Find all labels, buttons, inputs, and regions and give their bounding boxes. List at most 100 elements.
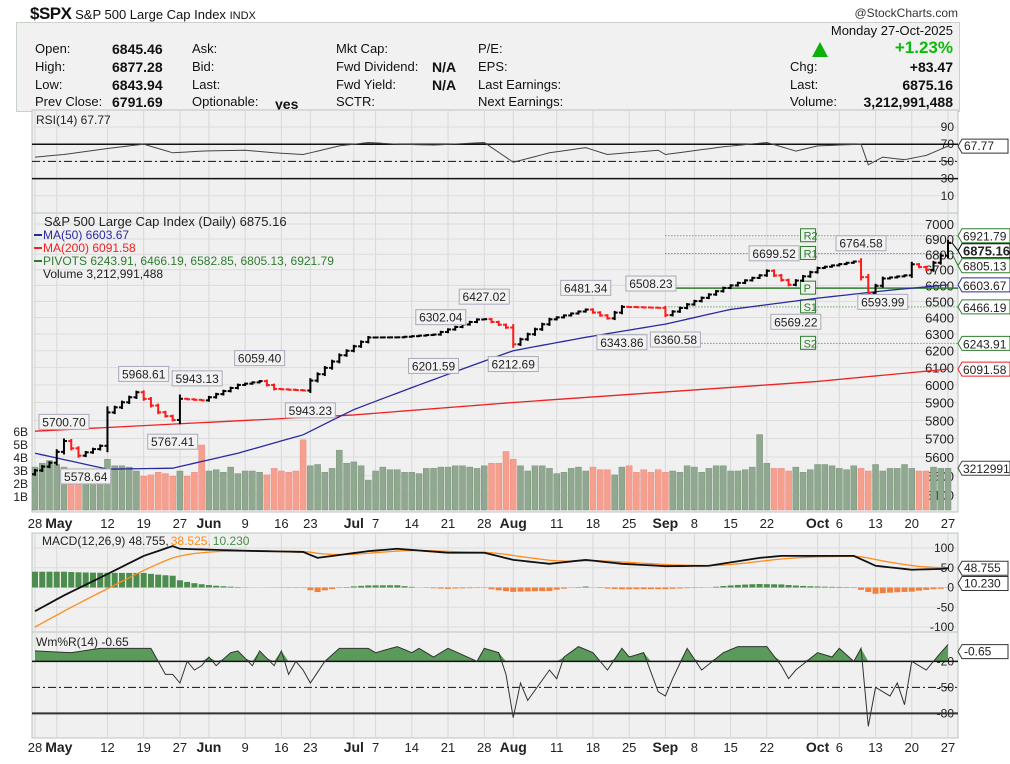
field-value: N/A [432,77,457,93]
volume-bar [915,470,923,511]
ohlc-bar [705,293,712,300]
ohlc-bar [618,305,625,315]
ohlc-bar [300,389,307,392]
field-label: Bid: [192,59,215,74]
date-label: 23 [303,516,317,531]
volume-bar [31,466,39,511]
price-axis-label: 6100 [925,361,954,376]
macd-histogram-bar [358,585,365,588]
price-axis-label: 6400 [925,311,954,326]
pivot-tag [800,280,817,295]
ma200-line [34,368,949,432]
date-label: May [45,515,72,531]
macd-histogram-bar [908,587,915,592]
price-annotation: 5943.23 [289,404,333,418]
macd-histogram-bar [887,587,894,593]
macd-signal-line [34,549,949,628]
volume-bar [662,472,669,511]
ohlc-bar [126,395,133,404]
pivot-label: P [804,283,811,295]
macd-histogram-bar [524,587,531,592]
volume-bar [488,462,495,511]
ohlc-bar [756,274,763,280]
ohlc-bar [46,461,53,469]
macd-histogram-bar [713,586,720,588]
macd-histogram-bar [82,572,89,588]
date-label: Sep [653,739,679,755]
volume-bar [531,465,539,511]
price-annotation: 6593.99 [861,295,905,309]
volume-axis-label: 3B [13,464,28,478]
value-tag [957,243,1010,259]
macd-histogram-bar [46,571,53,588]
price-annotation: 6343.86 [600,336,644,350]
price-annotation: 5943.13 [175,372,219,386]
ohlc-bar [314,372,321,383]
price-axis-label: 5900 [925,395,954,410]
price-annotation: 5578.64 [64,470,108,484]
volume-bar [314,464,321,511]
index-name: S&P 500 Large Cap Index [75,7,226,22]
macd-histogram-bar [430,587,437,589]
ohlc-bar [821,265,828,270]
price-annotation: 6764.58 [839,237,883,251]
volume-axis-label: 5B [13,438,28,452]
macd-histogram-bar [437,587,444,589]
macd-histogram-bar [655,587,662,590]
ohlc-bar [285,388,292,391]
ohlc-bar [640,306,647,309]
date-label: 20 [905,516,919,531]
rsi-axis-label: 10 [941,189,955,203]
macd-histogram-bar [836,586,843,588]
price-annotation-box [560,279,612,296]
macd-histogram-bar [734,584,741,588]
price-axis-label: 7000 [925,217,954,232]
value-tag-label: 6805.13 [963,260,1007,274]
ohlc-bar [198,398,205,402]
volume-bar [850,465,858,511]
macd-line [34,545,949,612]
volume-bar [640,469,647,511]
macd-histogram-bar [807,586,814,588]
date-label: Aug [500,515,527,531]
price-annotation: 5968.61 [122,367,166,381]
volume-bar [198,444,205,511]
macd-axis-label: -50 [937,600,955,614]
volume-bar [430,468,437,511]
macd-histogram-bar [314,587,321,593]
price-annotation-box [171,370,223,387]
field-label: High: [35,59,66,74]
ohlc-bar [191,398,198,401]
macd-histogram-bar [350,586,357,588]
volume-bar [292,470,300,511]
ohlc-bar [60,438,67,455]
price-annotation-box [596,334,648,351]
date-label: 11 [550,516,564,531]
volume-axis-label: 4B [13,451,28,465]
price-annotation-box [649,331,701,348]
volume-bar [46,460,53,511]
volume-bar [589,466,597,511]
stockcharts-credit[interactable]: @StockCharts.com [854,6,958,20]
ohlc-bar [749,276,756,282]
ohlc-bar [865,273,872,297]
date-label: 7 [372,740,379,755]
macd-histogram-bar [488,587,495,590]
price-annotation: 5700.70 [42,415,86,429]
macd-histogram-bar [821,586,828,588]
price-annotation-box [748,245,800,262]
price-annotation: 5767.41 [151,435,195,449]
volume-bar [698,472,705,511]
volume-bar [567,468,575,511]
price-axis-label: 5800 [925,413,954,428]
macd-histogram-bar [495,587,502,591]
field-value: yes [275,96,299,112]
volume-bar [118,465,126,511]
date-label: 9 [242,740,249,755]
volume-bar [799,472,807,511]
price-annotation-box [770,313,822,330]
ohlc-bar [662,305,669,318]
ohlc-bar [582,308,589,313]
volume-bar [408,472,416,511]
